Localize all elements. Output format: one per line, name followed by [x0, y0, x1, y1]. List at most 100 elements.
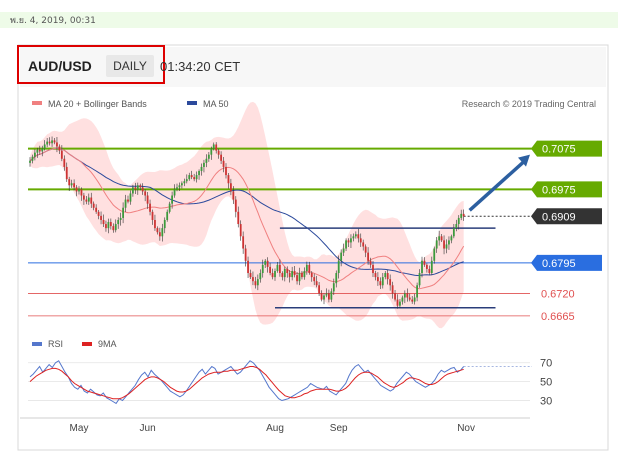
candle-body — [127, 199, 129, 202]
candle-body — [109, 222, 112, 227]
candle-body — [305, 264, 308, 271]
candle-body — [102, 219, 105, 225]
candle-body — [337, 260, 340, 274]
candle-body — [281, 273, 284, 278]
candle-body — [450, 236, 453, 241]
candle-body — [418, 273, 421, 286]
candle-body — [188, 175, 191, 180]
candle-body — [122, 207, 124, 218]
candle-body — [452, 228, 455, 237]
candle-body — [372, 264, 374, 274]
candle-body — [259, 273, 262, 280]
candle-body — [161, 228, 164, 237]
candle-body — [367, 252, 369, 261]
candle-body — [136, 185, 139, 190]
candle-body — [80, 189, 83, 196]
candle-body — [132, 187, 134, 194]
candle-body — [146, 195, 149, 204]
candle-body — [185, 179, 188, 182]
candle-body — [92, 203, 95, 208]
projection-arrow-head — [518, 154, 530, 167]
candle-body — [335, 273, 338, 284]
candle-body — [178, 185, 181, 188]
candle-body — [345, 240, 347, 249]
candle-body — [328, 293, 330, 300]
candle-body — [166, 211, 169, 220]
candle-body — [181, 183, 183, 186]
rsi-tick-70: 70 — [540, 358, 552, 370]
candle-body — [105, 224, 107, 229]
candle-body — [416, 285, 418, 298]
level-tag-support-1 — [531, 254, 602, 271]
level-label-current-price: 0.6909 — [542, 211, 576, 223]
candle-body — [303, 270, 306, 278]
candle-body — [342, 248, 345, 253]
candle-body — [325, 293, 328, 296]
candle-body — [34, 152, 36, 157]
candle-body — [73, 183, 75, 188]
candle-body — [48, 141, 51, 144]
candle-body — [315, 281, 318, 286]
rsi-line — [29, 360, 465, 405]
candle-body — [212, 144, 215, 149]
candle-body — [139, 185, 142, 188]
candle-body — [330, 291, 333, 300]
candle-body — [203, 162, 205, 167]
timeframe-button[interactable] — [106, 55, 154, 77]
candle-body — [151, 211, 154, 220]
bollinger-band — [30, 101, 464, 329]
candle-body — [323, 295, 325, 300]
candle-body — [389, 279, 392, 286]
rsi-ma-line — [29, 366, 464, 400]
candle-body — [320, 293, 323, 300]
candle-body — [141, 187, 144, 192]
chart-panel — [17, 44, 609, 451]
candle-body — [198, 171, 200, 176]
candle-body — [154, 219, 156, 229]
candle-body — [391, 285, 394, 294]
candle-body — [117, 219, 120, 225]
candle-body — [298, 273, 301, 282]
x-label-sep: Sep — [330, 423, 348, 434]
level-tag-resistance-1 — [531, 181, 602, 198]
candle-body — [438, 236, 441, 241]
rsi-tick-30: 30 — [540, 396, 552, 408]
ma20-legend-swatch — [32, 101, 42, 105]
ma50-legend-swatch — [187, 101, 197, 105]
candle-body — [347, 240, 350, 243]
x-label-aug: Aug — [266, 423, 284, 434]
candle-body — [443, 240, 445, 249]
candle-body — [230, 183, 232, 192]
candle-body — [279, 264, 281, 274]
candle-body — [68, 179, 71, 186]
candle-body — [244, 248, 247, 261]
candle-body — [220, 154, 222, 161]
candle-body — [176, 187, 178, 190]
candle-body — [374, 273, 377, 278]
candle-body — [440, 236, 443, 241]
candle-body — [264, 260, 267, 265]
candle-body — [354, 234, 357, 237]
candle-body — [36, 149, 39, 153]
candle-body — [56, 142, 58, 147]
candle-body — [411, 299, 414, 302]
candle-body — [394, 293, 396, 300]
date-stamp: พ.ย. 4, 2019, 00:31 — [10, 16, 96, 26]
candle-body — [217, 150, 220, 155]
candle-body — [87, 197, 90, 202]
level-label-resistance-2: 0.7075 — [542, 144, 576, 156]
candle-body — [362, 242, 365, 247]
candle-body — [460, 213, 463, 218]
candle-body — [445, 244, 448, 249]
candle-body — [234, 199, 237, 212]
candle-body — [232, 191, 235, 200]
candle-body — [38, 149, 41, 152]
x-label-nov: Nov — [457, 423, 475, 434]
candle-body — [97, 211, 100, 216]
candle-body — [205, 158, 208, 163]
rsi-legend-label: RSI — [48, 339, 63, 349]
candle-body — [58, 146, 61, 151]
candle-body — [171, 195, 173, 204]
price-chart: 0.7075 0.6975 0.6909 0.6795 0.6720 0.6665 — [28, 101, 602, 329]
